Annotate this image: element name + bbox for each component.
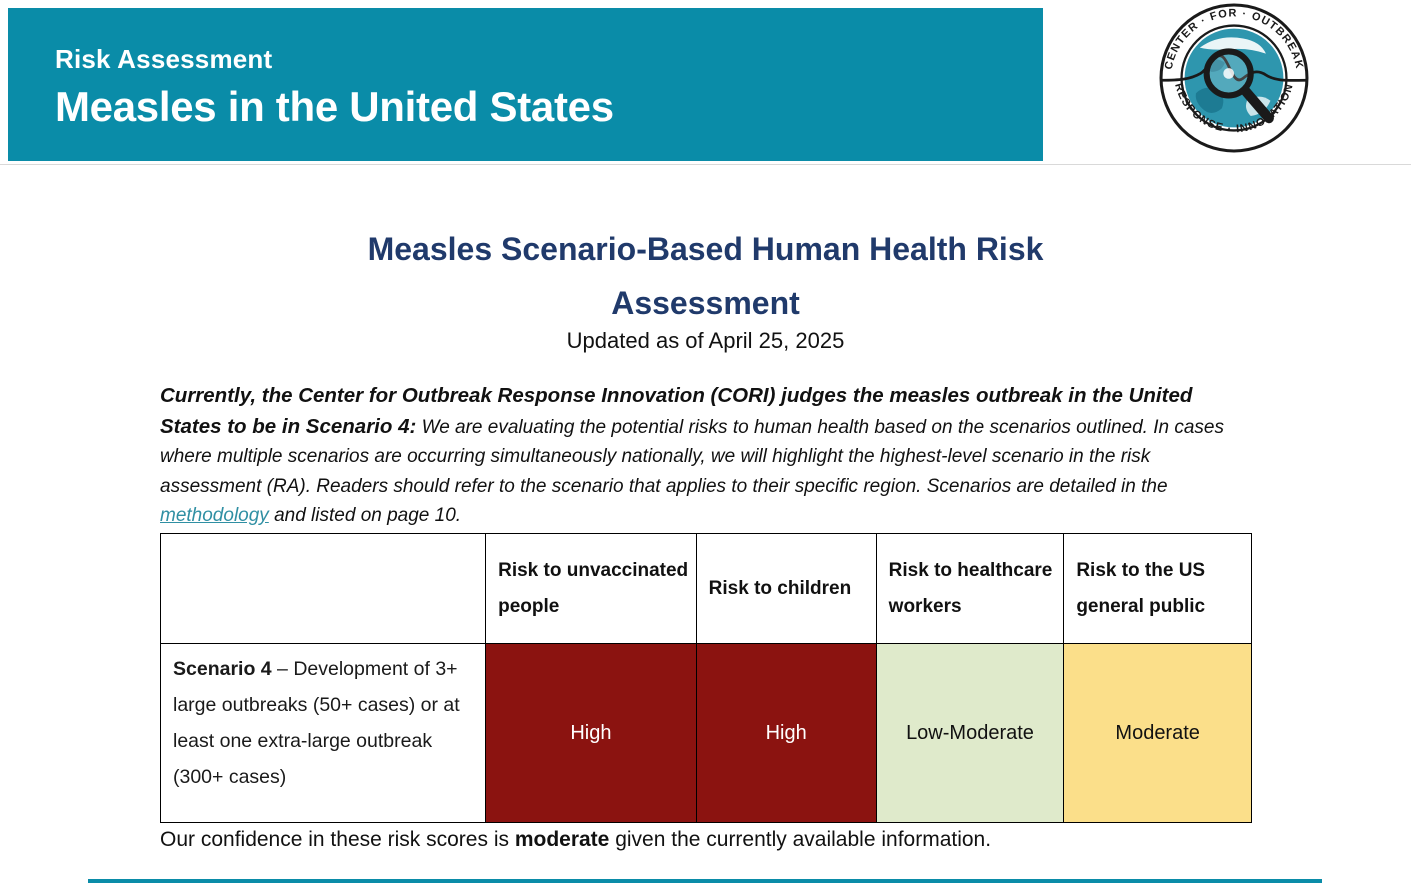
bottom-page-bar: [88, 879, 1322, 883]
header-eyebrow: Risk Assessment: [55, 44, 273, 74]
header-risk-healthcare-workers: Risk to healthcare workers: [875, 533, 1065, 644]
scenario-label-cell: Scenario 4 – Development of 3+ large out…: [159, 643, 487, 823]
risk-cell-general-public: Moderate: [1063, 643, 1252, 823]
table-header-row: Risk to unvaccinated people Risk to chil…: [159, 533, 1252, 644]
header-banner: Risk Assessment Measles in the United St…: [8, 8, 1043, 161]
document-title: Measles in the United States: [55, 83, 614, 130]
updated-date: Updated as of April 25, 2025: [566, 328, 845, 353]
cori-logo-icon: CENTER · FOR · OUTBREAK · RESPONSE · INN…: [1156, 0, 1309, 153]
intro-lead: Currently, the Center for Outbreak Respo…: [160, 384, 1193, 438]
risk-cell-children: High: [695, 643, 877, 823]
page-title: Measles Scenario-Based Human Health Risk…: [0, 222, 1411, 330]
confidence-after: given the currently available informatio…: [609, 828, 992, 851]
scenario-row: Scenario 4 – Development of 3+ large out…: [159, 643, 1252, 823]
risk-table: Risk to unvaccinated people Risk to chil…: [159, 533, 1252, 823]
scenario-label-rest: – Development of 3+ large outbreaks (50+…: [173, 658, 460, 788]
table-corner-cell: [159, 533, 487, 644]
intro-body-after-link: and listed on page 10.: [268, 505, 462, 526]
methodology-link[interactable]: methodology: [160, 505, 269, 526]
intro-paragraph: Currently, the Center for Outbreak Respo…: [160, 381, 1254, 531]
confidence-statement: Our confidence in these risk scores is m…: [160, 828, 1254, 852]
header-risk-unvaccinated: Risk to unvaccinated people: [485, 533, 697, 644]
risk-cell-unvaccinated: High: [485, 643, 697, 823]
risk-cell-healthcare-workers: Low-Moderate: [875, 643, 1065, 823]
header-risk-general-public: Risk to the US general public: [1063, 533, 1252, 644]
page-title-line2: Assessment: [611, 285, 800, 321]
page-title-line1: Measles Scenario-Based Human Health Risk: [367, 231, 1044, 267]
header-risk-children: Risk to children: [695, 533, 877, 644]
scenario-label-bold: Scenario 4: [173, 658, 272, 680]
confidence-before: Our confidence in these risk scores is: [160, 828, 515, 851]
header-divider: [0, 164, 1411, 165]
confidence-level: moderate: [514, 828, 610, 851]
cori-logo: CENTER · FOR · OUTBREAK · RESPONSE · INN…: [1156, 0, 1310, 154]
intro-body-before-link: We are evaluating the potential risks to…: [160, 416, 1224, 497]
